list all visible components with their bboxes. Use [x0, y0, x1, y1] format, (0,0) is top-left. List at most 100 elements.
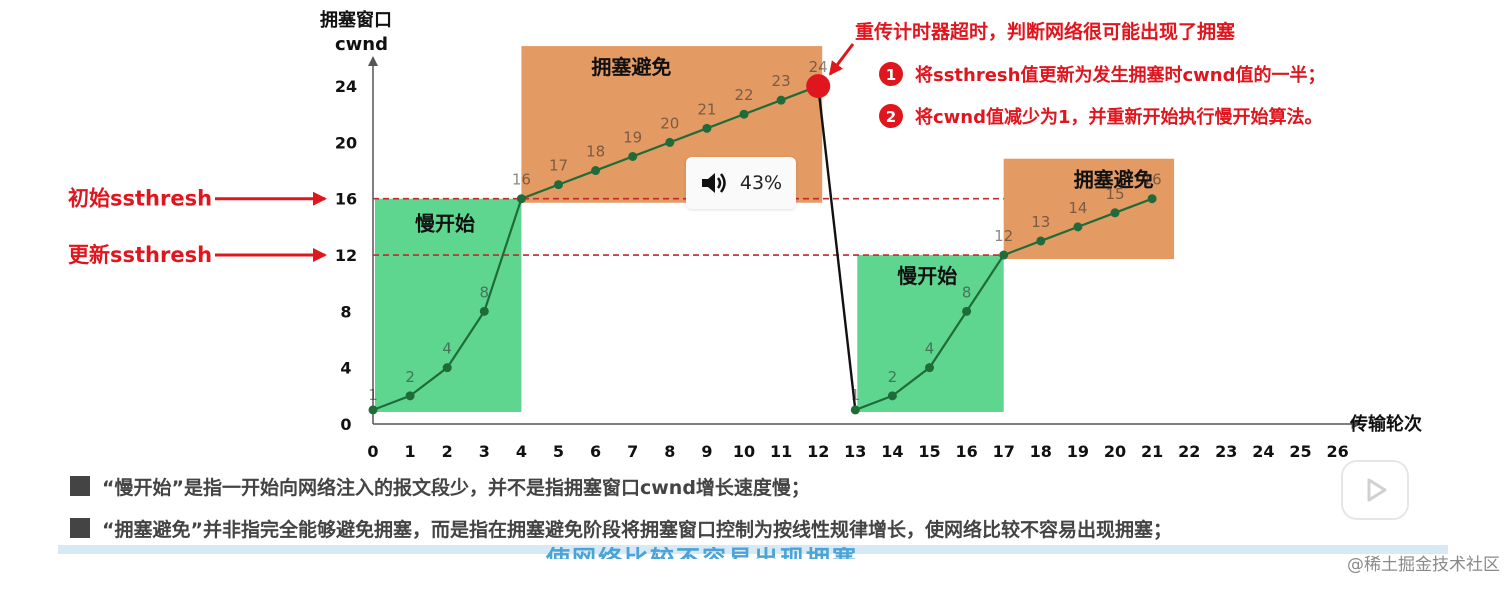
data-point: [1110, 208, 1120, 218]
speaker-icon: [701, 173, 726, 193]
x-tick-label: 22: [1178, 442, 1200, 461]
y-tick-label: 12: [335, 246, 357, 265]
data-point: [962, 306, 972, 316]
point-label: 13: [1031, 213, 1050, 231]
step-badge: [879, 62, 903, 86]
y-axis-title: cwnd: [335, 34, 388, 55]
data-point: [1073, 222, 1083, 232]
data-point: [479, 306, 489, 316]
x-tick-label: 17: [993, 442, 1015, 461]
x-tick-label: 16: [955, 442, 977, 461]
x-axis-title: 传输轮次: [1349, 413, 1422, 435]
x-tick-label: 4: [516, 442, 527, 461]
region-slow-start: [857, 255, 1004, 412]
point-label: 24: [809, 58, 828, 76]
subtitle-bar: [58, 545, 1448, 554]
play-icon: [1367, 478, 1387, 502]
region-slow-start: [375, 198, 522, 412]
point-label: 21: [697, 100, 716, 118]
x-tick-label: 8: [664, 442, 675, 461]
point-label: 2: [888, 368, 898, 386]
step-number: 1: [886, 66, 896, 84]
point-label: 18: [586, 143, 605, 161]
x-tick-label: 7: [627, 442, 638, 461]
region-avoidance: [1003, 158, 1175, 260]
x-tick-label: 13: [844, 442, 866, 461]
data-point: [887, 391, 897, 401]
y-tick-label: 8: [340, 302, 351, 321]
point-label: 15: [1105, 185, 1124, 203]
x-tick-label: 14: [881, 442, 903, 461]
x-tick-label: 23: [1215, 442, 1237, 461]
point-label: 2: [405, 368, 415, 386]
cwnd-drop-line: [817, 85, 857, 411]
data-point: [628, 151, 638, 161]
x-tick-label: 11: [770, 442, 792, 461]
x-tick-label: 3: [479, 442, 490, 461]
x-tick-label: 0: [367, 442, 378, 461]
data-point: [702, 123, 712, 133]
point-label: 12: [994, 227, 1013, 245]
x-tick-label: 12: [807, 442, 829, 461]
point-label: 1: [851, 386, 861, 404]
note-bullet: [70, 518, 90, 538]
y-tick-label: 4: [340, 359, 351, 378]
event-title: 重传计时器超时，判断网络很可能出现了拥塞: [855, 20, 1236, 43]
volume-label: 43%: [739, 172, 783, 194]
watermark: @稀土掘金技术社区: [1347, 555, 1500, 575]
data-point: [591, 166, 601, 176]
region-label: 拥塞避免: [1074, 168, 1154, 192]
threshold-label: 更新ssthresh: [68, 243, 212, 267]
data-point: [925, 363, 934, 373]
y-axis-title: 拥塞窗口: [320, 9, 392, 31]
data-point: [1036, 236, 1046, 246]
data-point: [850, 405, 860, 415]
x-tick-label: 20: [1104, 442, 1126, 461]
x-tick-label: 25: [1289, 442, 1311, 461]
region-label: 慢开始: [415, 212, 475, 236]
data-point: [405, 391, 415, 401]
note-bullet: [70, 476, 90, 496]
data-point: [554, 180, 563, 190]
step-text: 将cwnd值减少为1，并重新开始执行慢开始算法。: [915, 106, 1323, 128]
slide: 慢开始 拥塞避免 慢开始 拥塞避免 初始ssthresh 更新ssthresh 拥塞窗口…: [58, 0, 1448, 548]
region-label: 拥塞避免: [591, 55, 671, 79]
y-tick-label: 16: [335, 190, 357, 209]
data-point: [776, 95, 786, 105]
x-tick-label: 6: [590, 442, 601, 461]
x-tick-label: 19: [1067, 442, 1089, 461]
volume-indicator: 43%: [686, 157, 796, 209]
data-point: [368, 405, 378, 415]
point-label: 22: [734, 86, 753, 104]
point-label: 8: [480, 283, 490, 301]
x-tick-label: 10: [733, 442, 755, 461]
x-tick-label: 5: [553, 442, 564, 461]
play-button[interactable]: [1343, 462, 1407, 518]
point-label: 17: [549, 157, 568, 175]
x-tick-label: 1: [405, 442, 416, 461]
point-label: 16: [1143, 171, 1162, 189]
threshold-label: 初始ssthresh: [68, 187, 212, 211]
timeout-arrow: [828, 43, 855, 76]
x-tick-label: 26: [1326, 442, 1348, 461]
y-tick-label: 20: [335, 133, 357, 152]
point-label: 4: [925, 340, 935, 358]
y-tick-label: 0: [340, 415, 351, 434]
note-text: “慢开始”是指一开始向网络注入的报文段少，并不是指拥塞窗口cwnd增长速度慢；: [102, 476, 810, 499]
subtitle-text: 使网络比较不容易出现拥塞: [546, 547, 906, 559]
point-label: 1: [368, 386, 378, 404]
point-label: 16: [512, 171, 531, 189]
x-tick-label: 24: [1252, 442, 1274, 461]
point-label: 23: [772, 72, 791, 90]
x-tick-label: 9: [701, 442, 712, 461]
step-number: 2: [886, 108, 896, 126]
point-label: 19: [623, 128, 642, 146]
step-text: 将ssthresh值更新为发生拥塞时cwnd值的一半；: [915, 64, 1325, 86]
point-label: 14: [1068, 199, 1087, 217]
data-point: [1147, 194, 1157, 204]
timeout-marker: [806, 74, 831, 99]
point-label: 8: [962, 283, 972, 301]
data-point: [516, 194, 526, 204]
point-label: 20: [660, 114, 679, 132]
